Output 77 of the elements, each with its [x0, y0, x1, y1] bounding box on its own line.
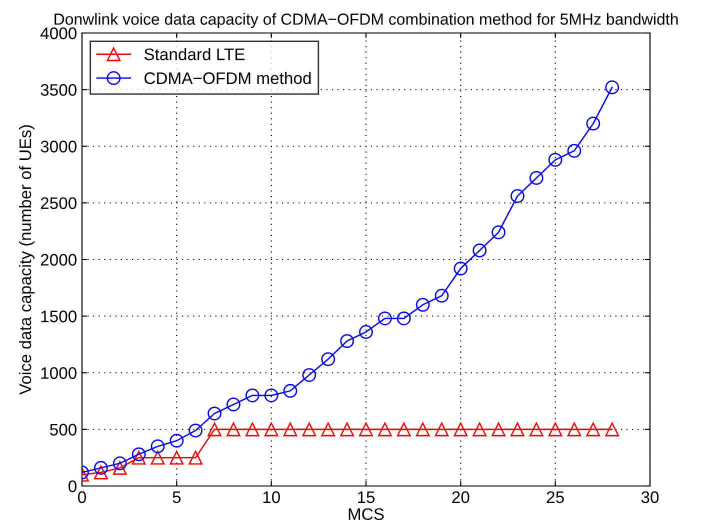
point	[94, 460, 108, 475]
point	[264, 422, 278, 436]
y-tick-label: 4000	[40, 27, 76, 40]
point	[321, 422, 336, 436]
point	[188, 424, 203, 438]
legend-label: CDMA−OFDM method	[144, 72, 311, 84]
x-axis-title: MCS	[348, 508, 384, 520]
point	[112, 456, 127, 470]
point	[529, 422, 544, 436]
point	[567, 144, 582, 158]
point	[132, 450, 146, 465]
y-tick-label: 2500	[40, 197, 76, 210]
point	[492, 225, 506, 240]
legend-label: Standard LTE	[144, 48, 245, 60]
point	[150, 450, 165, 465]
y-tick-label: 0	[68, 480, 76, 492]
point	[529, 171, 544, 185]
point	[586, 422, 600, 436]
point	[132, 447, 146, 462]
point	[359, 325, 373, 339]
y-tick-label: 2000	[40, 254, 76, 266]
point	[264, 388, 278, 402]
y-tick-label: 3500	[40, 84, 76, 96]
point	[605, 80, 620, 94]
point	[283, 422, 298, 436]
point	[188, 450, 203, 465]
point	[396, 422, 411, 436]
point	[359, 422, 373, 436]
x-tick-label: 25	[546, 491, 564, 504]
point	[605, 422, 620, 436]
point	[302, 422, 316, 436]
point	[454, 262, 468, 276]
x-tick-label: 10	[263, 491, 280, 504]
y-tick-label: 3000	[40, 140, 76, 152]
x-tick-label: 15	[358, 491, 375, 504]
point	[472, 422, 487, 436]
point	[416, 298, 430, 312]
point	[378, 311, 392, 326]
point	[340, 334, 354, 348]
x-tick-label: 30	[641, 491, 659, 504]
chart-title: Donwlink voice data capacity of CDMA−OFDM combination method for 5MHz bandwidth	[54, 13, 678, 28]
point	[208, 406, 222, 420]
point	[434, 288, 449, 303]
point	[170, 450, 184, 465]
point	[245, 422, 260, 436]
x-tick-label: 5	[172, 491, 181, 504]
point	[226, 398, 240, 412]
point	[548, 422, 562, 436]
point	[492, 422, 506, 436]
point	[302, 368, 316, 382]
x-tick-label: 20	[452, 491, 470, 504]
point	[170, 434, 184, 448]
x-tick-label: 0	[78, 491, 86, 504]
y-tick-label: 1500	[41, 310, 76, 322]
point	[94, 465, 108, 480]
point	[548, 152, 562, 167]
y-tick-label: 500	[50, 424, 76, 436]
point	[434, 422, 449, 436]
point	[510, 189, 524, 204]
point	[340, 422, 354, 436]
point	[112, 460, 127, 475]
point	[245, 388, 260, 402]
point	[472, 243, 487, 258]
point	[586, 116, 600, 131]
point	[454, 422, 468, 436]
point	[283, 384, 298, 398]
point	[208, 422, 222, 436]
point	[510, 422, 524, 436]
point	[378, 422, 392, 436]
y-tick-label: 1000	[41, 367, 76, 379]
point	[150, 439, 165, 454]
point	[567, 422, 582, 436]
y-axis-title: Voice data capacity (number of UEs)	[18, 125, 35, 395]
point	[226, 422, 240, 436]
point	[321, 352, 336, 366]
point	[396, 311, 411, 326]
point	[416, 422, 430, 436]
